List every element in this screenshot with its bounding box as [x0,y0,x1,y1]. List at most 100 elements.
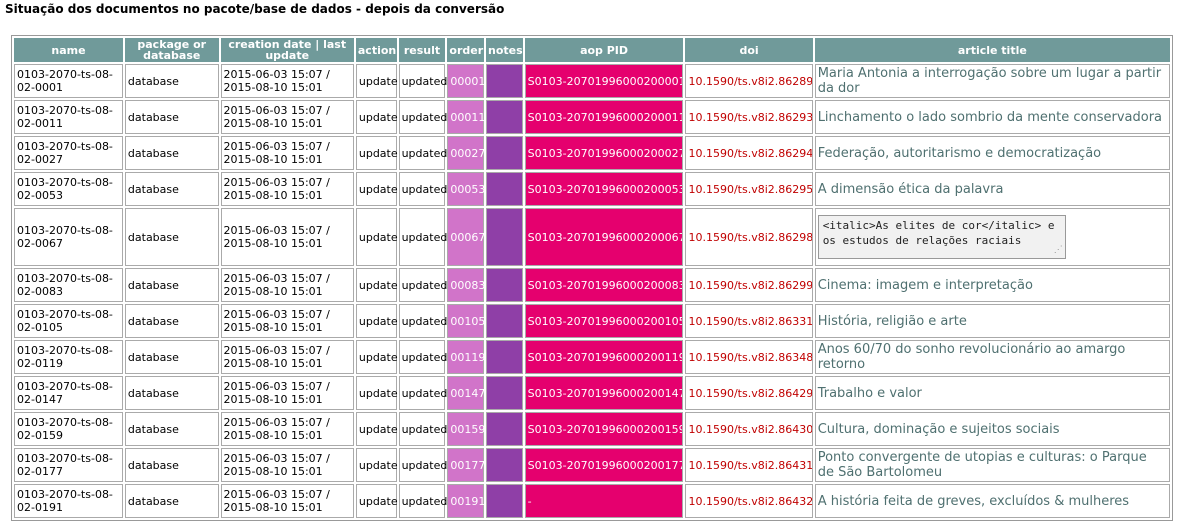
cell-notes [486,412,523,446]
cell-doi: 10.1590/ts.v8i2.86289 [685,64,813,98]
cell-result: updated [398,304,447,338]
table-row: 0103-2070-ts-08-02-0083 database 2015-06-0… [14,268,1170,302]
cell-result: updated [398,484,447,518]
created-date: 2015-06-03 15:07 / [223,416,330,429]
cell-result: updated [398,448,447,482]
cell-article-title: A história feita de greves, excluídos & … [814,484,1170,518]
col-header-name: name [14,38,123,62]
cell-doi: 10.1590/ts.v8i2.86432 [685,484,813,518]
cell-aop-pid: S0103-20701996000200147 [524,376,684,410]
cell-package: database [124,208,219,266]
cell-order: 00053 [447,172,485,206]
cell-action: update [355,100,398,134]
cell-action: update [355,208,398,266]
cell-doi: 10.1590/ts.v8i2.86348 [685,340,813,374]
cell-doi: 10.1590/ts.v8i2.86331 [685,304,813,338]
updated-date: 2015-08-10 15:01 [223,153,323,166]
documents-table: name package or database creation date |… [11,35,1173,521]
cell-aop-pid: S0103-20701996000200001 [524,64,684,98]
article-title-textarea[interactable]: <italic>As elites de cor</italic> e os e… [817,215,1066,259]
table-row: 0103-2070-ts-08-02-0119 database 2015-06-0… [14,340,1170,374]
cell-result: updated [398,100,447,134]
cell-name: 0103-2070-ts-08-02-0105 [14,304,123,338]
updated-date: 2015-08-10 15:01 [223,237,323,250]
cell-doi: 10.1590/ts.v8i2.86430 [685,412,813,446]
cell-aop-pid: S0103-20701996000200119 [524,340,684,374]
col-header-action: action [355,38,397,62]
cell-action: update [355,484,398,518]
cell-date: 2015-06-03 15:07 /2015-08-10 15:01 [220,172,354,206]
created-date: 2015-06-03 15:07 / [223,104,330,117]
resize-grip-icon[interactable]: ⋰ [1053,245,1063,255]
cell-doi: 10.1590/ts.v8i2.86299 [685,268,813,302]
cell-doi: 10.1590/ts.v8i2.86293 [685,100,813,134]
cell-notes [486,172,523,206]
cell-package: database [124,172,219,206]
table-body: 0103-2070-ts-08-02-0001 database 2015-06-0… [14,64,1170,518]
created-date: 2015-06-03 15:07 / [223,140,330,153]
cell-name: 0103-2070-ts-08-02-0053 [14,172,123,206]
cell-name: 0103-2070-ts-08-02-0159 [14,412,123,446]
created-date: 2015-06-03 15:07 / [223,344,330,357]
cell-article-title: Trabalho e valor [814,376,1170,410]
cell-article-title: Cinema: imagem e interpretação [814,268,1170,302]
cell-name: 0103-2070-ts-08-02-0147 [14,376,123,410]
cell-doi: 10.1590/ts.v8i2.86294 [685,136,813,170]
cell-date: 2015-06-03 15:07 /2015-08-10 15:01 [220,268,354,302]
cell-date: 2015-06-03 15:07 /2015-08-10 15:01 [220,100,354,134]
cell-package: database [124,268,219,302]
cell-date: 2015-06-03 15:07 /2015-08-10 15:01 [220,340,354,374]
cell-notes [486,208,523,266]
cell-action: update [355,64,398,98]
table-row: 0103-2070-ts-08-02-0053 database 2015-06-0… [14,172,1170,206]
cell-order: 00119 [447,340,485,374]
created-date: 2015-06-03 15:07 / [223,272,330,285]
cell-notes [486,376,523,410]
cell-package: database [124,484,219,518]
cell-name: 0103-2070-ts-08-02-0083 [14,268,123,302]
cell-name: 0103-2070-ts-08-02-0001 [14,64,123,98]
cell-package: database [124,448,219,482]
cell-order: 00083 [447,268,485,302]
col-header-notes: notes [486,38,523,62]
created-date: 2015-06-03 15:07 / [223,224,330,237]
created-date: 2015-06-03 15:07 / [223,176,330,189]
updated-date: 2015-08-10 15:01 [223,393,323,406]
cell-order: 00159 [447,412,485,446]
updated-date: 2015-08-10 15:01 [223,429,323,442]
table-row: 0103-2070-ts-08-02-0159 database 2015-06-0… [14,412,1170,446]
cell-aop-pid: S0103-20701996000200105 [524,304,684,338]
col-header-doi: doi [685,38,813,62]
cell-article-title: História, religião e arte [814,304,1170,338]
cell-action: update [355,268,398,302]
cell-name: 0103-2070-ts-08-02-0027 [14,136,123,170]
cell-date: 2015-06-03 15:07 /2015-08-10 15:01 [220,412,354,446]
cell-order: 00067 [447,208,485,266]
cell-aop-pid: S0103-20701996000200011 [524,100,684,134]
col-header-title: article title [814,38,1170,62]
cell-doi: 10.1590/ts.v8i2.86298 [685,208,813,266]
col-header-result: result [398,38,446,62]
table-row: 0103-2070-ts-08-02-0191 database 2015-06-0… [14,484,1170,518]
col-header-aop: aop PID [524,38,684,62]
cell-date: 2015-06-03 15:07 /2015-08-10 15:01 [220,376,354,410]
created-date: 2015-06-03 15:07 / [223,380,330,393]
cell-result: updated [398,412,447,446]
created-date: 2015-06-03 15:07 / [223,68,330,81]
cell-notes [486,268,523,302]
cell-action: update [355,136,398,170]
created-date: 2015-06-03 15:07 / [223,308,330,321]
cell-result: updated [398,64,447,98]
table-row: 0103-2070-ts-08-02-0105 database 2015-06-0… [14,304,1170,338]
cell-article-title: Federação, autoritarismo e democratizaçã… [814,136,1170,170]
cell-name: 0103-2070-ts-08-02-0011 [14,100,123,134]
cell-action: update [355,340,398,374]
col-header-package: package or database [124,38,219,62]
cell-action: update [355,376,398,410]
cell-aop-pid: S0103-20701996000200067 [524,208,684,266]
cell-name: 0103-2070-ts-08-02-0177 [14,448,123,482]
cell-order: 00011 [447,100,485,134]
cell-date: 2015-06-03 15:07 /2015-08-10 15:01 [220,484,354,518]
created-date: 2015-06-03 15:07 / [223,452,330,465]
cell-package: database [124,64,219,98]
